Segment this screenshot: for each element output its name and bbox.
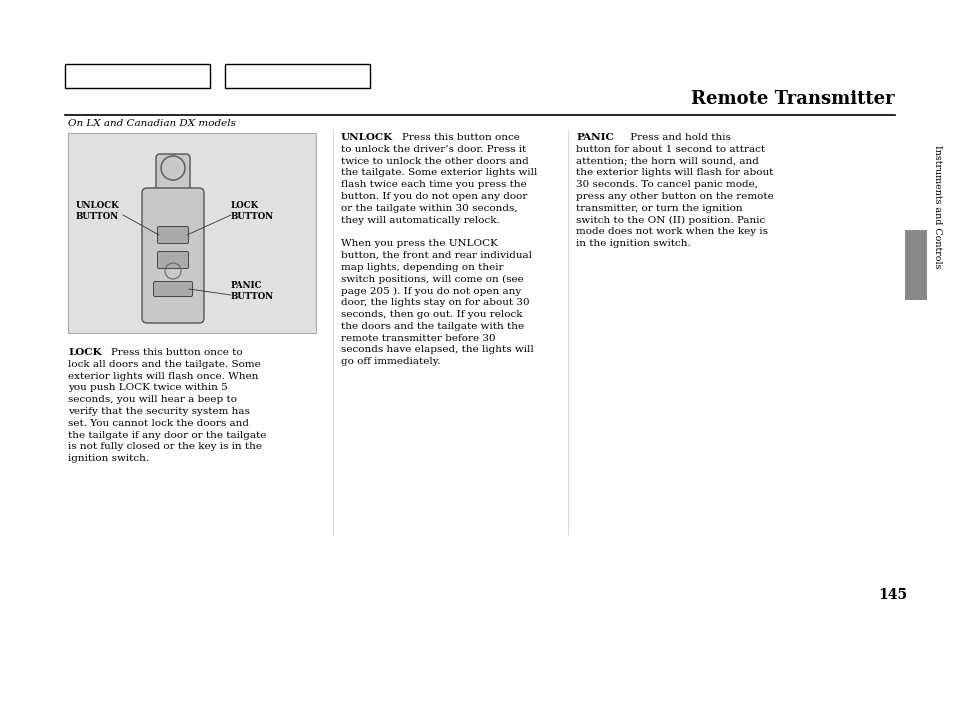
FancyBboxPatch shape	[153, 281, 193, 297]
Text: PANIC
BUTTON: PANIC BUTTON	[231, 281, 274, 301]
Text: the exterior lights will flash for about: the exterior lights will flash for about	[576, 168, 773, 178]
Text: to unlock the driver’s door. Press it: to unlock the driver’s door. Press it	[340, 145, 526, 154]
Text: switch positions, will come on (see: switch positions, will come on (see	[340, 275, 523, 284]
Text: transmitter, or turn the ignition: transmitter, or turn the ignition	[576, 204, 741, 213]
Text: PANIC: PANIC	[576, 133, 613, 142]
Text: they will automatically relock.: they will automatically relock.	[340, 216, 499, 224]
Text: go off immediately.: go off immediately.	[340, 357, 440, 366]
Text: exterior lights will flash once. When: exterior lights will flash once. When	[68, 371, 258, 381]
Text: LOCK: LOCK	[68, 348, 102, 357]
Text: you push LOCK twice within 5: you push LOCK twice within 5	[68, 383, 228, 393]
FancyBboxPatch shape	[156, 154, 190, 212]
Text: map lights, depending on their: map lights, depending on their	[340, 263, 503, 272]
Text: seconds, then go out. If you relock: seconds, then go out. If you relock	[340, 310, 522, 319]
Text: mode does not work when the key is: mode does not work when the key is	[576, 227, 767, 236]
Text: the tailgate if any door or the tailgate: the tailgate if any door or the tailgate	[68, 430, 266, 439]
Text: seconds, you will hear a beep to: seconds, you will hear a beep to	[68, 395, 236, 404]
Text: When you press the UNLOCK: When you press the UNLOCK	[340, 239, 497, 248]
Text: Press this button once: Press this button once	[389, 133, 519, 142]
Text: UNLOCK: UNLOCK	[340, 133, 393, 142]
Text: page 205 ). If you do not open any: page 205 ). If you do not open any	[340, 286, 520, 295]
Text: 145: 145	[877, 588, 906, 602]
Text: Remote Transmitter: Remote Transmitter	[691, 90, 894, 108]
Text: 30 seconds. To cancel panic mode,: 30 seconds. To cancel panic mode,	[576, 180, 758, 189]
Text: press any other button on the remote: press any other button on the remote	[576, 192, 773, 201]
Text: On LX and Canadian DX models: On LX and Canadian DX models	[68, 119, 235, 128]
Text: lock all doors and the tailgate. Some: lock all doors and the tailgate. Some	[68, 360, 260, 368]
Text: remote transmitter before 30: remote transmitter before 30	[340, 334, 496, 343]
Text: or the tailgate within 30 seconds,: or the tailgate within 30 seconds,	[340, 204, 517, 213]
Text: button for about 1 second to attract: button for about 1 second to attract	[576, 145, 764, 154]
FancyBboxPatch shape	[157, 226, 189, 244]
Text: button, the front and rear individual: button, the front and rear individual	[340, 251, 532, 260]
Text: switch to the ON (II) position. Panic: switch to the ON (II) position. Panic	[576, 216, 764, 225]
Text: the doors and the tailgate with the: the doors and the tailgate with the	[340, 322, 523, 331]
Text: Press this button once to: Press this button once to	[98, 348, 242, 357]
FancyBboxPatch shape	[157, 251, 189, 268]
Text: is not fully closed or the key is in the: is not fully closed or the key is in the	[68, 442, 262, 452]
Text: Instruments and Controls: Instruments and Controls	[933, 145, 942, 268]
Text: twice to unlock the other doors and: twice to unlock the other doors and	[340, 157, 528, 165]
Text: UNLOCK
BUTTON: UNLOCK BUTTON	[76, 201, 120, 221]
Text: Press and hold this: Press and hold this	[614, 133, 730, 142]
Text: ignition switch.: ignition switch.	[68, 454, 149, 463]
Text: flash twice each time you press the: flash twice each time you press the	[340, 180, 526, 189]
Text: the tailgate. Some exterior lights will: the tailgate. Some exterior lights will	[340, 168, 537, 178]
Text: button. If you do not open any door: button. If you do not open any door	[340, 192, 527, 201]
Text: set. You cannot lock the doors and: set. You cannot lock the doors and	[68, 419, 249, 428]
Text: verify that the security system has: verify that the security system has	[68, 407, 250, 416]
Bar	[68, 133, 315, 333]
Text: seconds have elapsed, the lights will: seconds have elapsed, the lights will	[340, 345, 533, 354]
FancyBboxPatch shape	[142, 188, 204, 323]
Text: door, the lights stay on for about 30: door, the lights stay on for about 30	[340, 298, 529, 307]
Text: LOCK
BUTTON: LOCK BUTTON	[231, 201, 274, 221]
Bar	[904, 230, 926, 300]
Text: attention; the horn will sound, and: attention; the horn will sound, and	[576, 157, 758, 165]
Bar	[65, 64, 210, 88]
Text: in the ignition switch.: in the ignition switch.	[576, 239, 690, 248]
Bar	[225, 64, 370, 88]
